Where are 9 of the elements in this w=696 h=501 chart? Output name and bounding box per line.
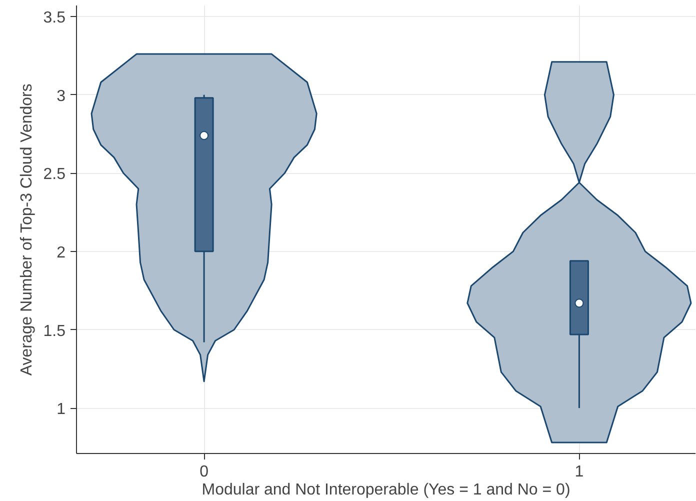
x-tick-label: 0: [200, 464, 209, 480]
y-tick-label: 3: [56, 88, 66, 105]
y-tick-label: 2.5: [43, 166, 66, 184]
y-tick-label: 1.5: [43, 322, 66, 340]
y-tick-label: 1: [56, 401, 66, 418]
y-tick-label: 2: [56, 244, 66, 262]
x-axis-title: Modular and Not Interoperable (Yes = 1 and No = 0): [202, 482, 570, 498]
y-tick-label: 3.5: [43, 9, 66, 26]
y-axis-title: Average Number of Top-3 Cloud Vendors: [18, 84, 36, 376]
